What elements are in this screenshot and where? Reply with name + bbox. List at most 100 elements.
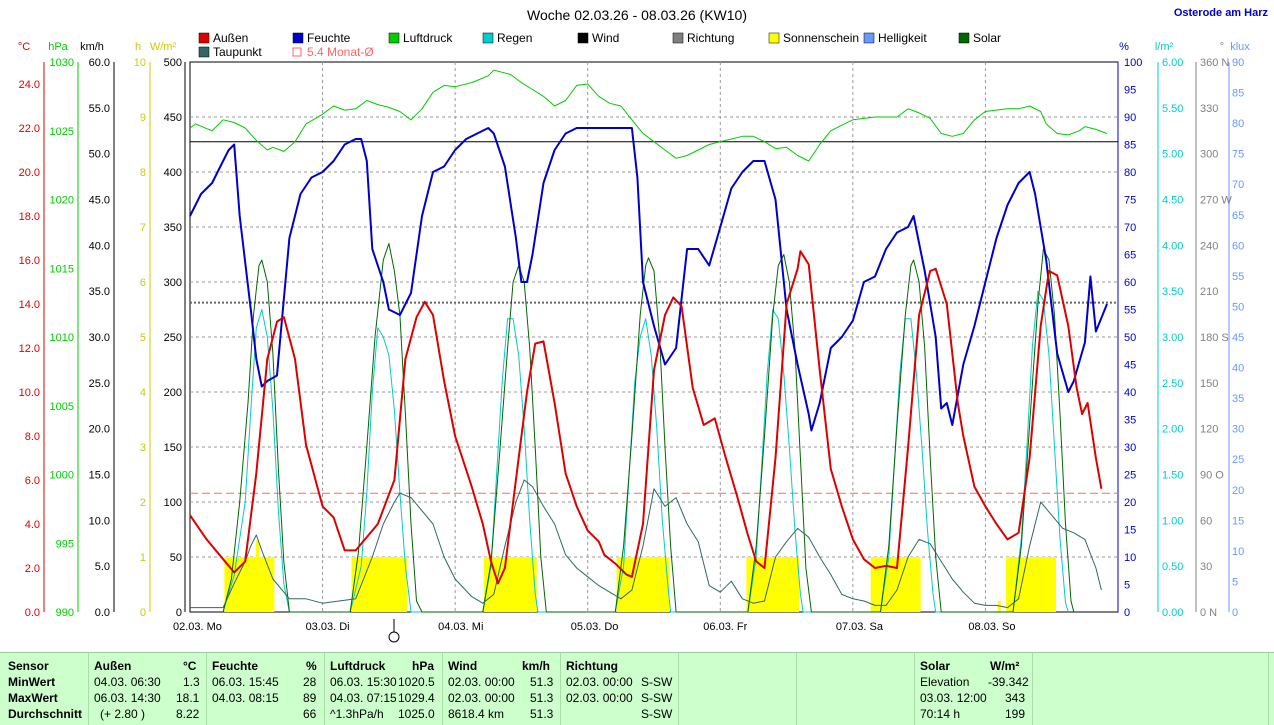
solar-elevation-label: Elevation xyxy=(920,675,970,689)
wind-max-time: 02.03. 00:00 xyxy=(448,691,515,705)
wind-tick-label: 35.0 xyxy=(89,286,110,298)
legend-label: Feuchte xyxy=(307,31,351,45)
sunshine-bar xyxy=(776,557,780,612)
day-label: 02.03. Mo xyxy=(173,621,222,633)
legend-label: Luftdruck xyxy=(403,31,453,45)
sensor-header: Sensor xyxy=(8,659,49,673)
axis-unit-left: °C xyxy=(18,41,30,53)
sunshine-bar xyxy=(751,557,755,612)
temp-tick-label: 14.0 xyxy=(19,299,40,311)
humidity-tick-label: 50 xyxy=(1124,332,1136,344)
feuchte-max-value: 89 xyxy=(303,691,317,705)
aussen-avg-diff: (+ 2.80 ) xyxy=(100,707,146,721)
weather-chart: Woche 02.03.26 - 08.03.26 (KW10) Osterode… xyxy=(18,7,1269,643)
direction-tick-label: 300 xyxy=(1200,149,1218,161)
humidity-tick-label: 35 xyxy=(1124,415,1136,427)
sunshine-bar xyxy=(528,557,532,612)
sunshine-bar xyxy=(252,557,256,612)
solar-tick-label: 300 xyxy=(164,277,182,289)
sunshine-bar xyxy=(1044,557,1048,612)
lux-tick-label: 45 xyxy=(1232,332,1244,344)
humidity-tick-label: 30 xyxy=(1124,442,1136,454)
sunshine-bar xyxy=(663,557,667,612)
solar-tick-label: 50 xyxy=(170,552,182,564)
legend-label: 5.4 Monat-Ø xyxy=(307,45,374,59)
sunshine-bar xyxy=(876,557,880,612)
axis-unit-left: h xyxy=(135,41,141,53)
temp-tick-label: 18.0 xyxy=(19,211,40,223)
sunshine-bar xyxy=(774,557,778,612)
sunshine-bar xyxy=(1047,557,1051,612)
solar-tick-label: 450 xyxy=(164,112,182,124)
sunshine-bar xyxy=(403,557,407,612)
axis-unit-right: klux xyxy=(1230,41,1250,53)
sunshine-bar xyxy=(514,557,518,612)
aussen-header: Außen xyxy=(94,659,132,673)
feuchte-unit: % xyxy=(306,659,317,673)
lux-tick-label: 90 xyxy=(1232,57,1244,69)
sunshine-bar xyxy=(224,557,228,612)
humidity-tick-label: 40 xyxy=(1124,387,1136,399)
richtung-min-time: 02.03. 00:00 xyxy=(566,675,633,689)
sunshine-bar xyxy=(1017,557,1021,612)
sunshine-bar xyxy=(511,557,515,612)
direction-tick-label: 120 xyxy=(1200,424,1218,436)
lux-tick-label: 75 xyxy=(1232,149,1244,161)
sunshine-bar xyxy=(754,557,758,612)
sunshine-bar xyxy=(1039,557,1043,612)
lux-tick-label: 15 xyxy=(1232,515,1244,527)
sunshine-bar xyxy=(1028,557,1032,612)
aussen-unit: °C xyxy=(183,659,197,673)
sunshine-bar xyxy=(351,557,355,612)
richtung-max-value: S-SW xyxy=(641,691,673,705)
sunshine-bar xyxy=(898,557,902,612)
sunhours-tick-label: 9 xyxy=(140,112,146,124)
rain-tick-label: 2.50 xyxy=(1162,378,1183,390)
sunshine-bar xyxy=(257,557,261,612)
station-name: Osterode am Harz xyxy=(1174,7,1269,19)
sunshine-bar xyxy=(522,557,526,612)
humidity-tick-label: 10 xyxy=(1124,552,1136,564)
humidity-tick-label: 45 xyxy=(1124,360,1136,372)
direction-tick-label: 90 O xyxy=(1200,470,1224,482)
sunshine-bar xyxy=(887,557,891,612)
sunshine-bar xyxy=(1052,557,1056,612)
humidity-tick-label: 60 xyxy=(1124,277,1136,289)
sunshine-bar xyxy=(658,557,662,612)
legend-swatch xyxy=(577,32,589,44)
sunshine-bar xyxy=(500,557,504,612)
solar-header: Solar xyxy=(920,659,951,673)
aussen-max-time: 06.03. 14:30 xyxy=(94,691,161,705)
humidity-line xyxy=(189,127,1108,432)
feuchte-max-time: 04.03. 08:15 xyxy=(212,691,279,705)
sunshine-bar xyxy=(530,557,534,612)
sunshine-bar xyxy=(376,557,380,612)
legend-swatch xyxy=(198,32,210,44)
lux-tick-label: 80 xyxy=(1232,118,1244,130)
sunshine-bar xyxy=(235,557,239,612)
sunhours-tick-label: 2 xyxy=(140,497,146,509)
sunshine-bar xyxy=(873,557,877,612)
sunshine-bar xyxy=(765,557,769,612)
sunshine-bar xyxy=(354,557,358,612)
sunshine-bar xyxy=(779,557,783,612)
sunshine-bar xyxy=(484,557,488,612)
pressure-tick-label: 1030 xyxy=(50,57,74,69)
lux-tick-label: 25 xyxy=(1232,454,1244,466)
sunshine-bar xyxy=(533,557,537,612)
lux-tick-label: 30 xyxy=(1232,424,1244,436)
sunshine-bar xyxy=(624,557,628,612)
legend-swatch xyxy=(958,32,970,44)
direction-tick-label: 330 xyxy=(1200,103,1218,115)
legend-swatch xyxy=(388,32,400,44)
sunshine-bar xyxy=(914,557,918,612)
legend-swatch xyxy=(863,32,875,44)
solar-tick-label: 500 xyxy=(164,57,182,69)
lux-tick-label: 50 xyxy=(1232,301,1244,313)
sunshine-bar xyxy=(1008,557,1012,612)
humidity-tick-label: 70 xyxy=(1124,222,1136,234)
sunshine-bar xyxy=(895,557,899,612)
richtung-min-value: S-SW xyxy=(641,675,673,689)
legend-label: Regen xyxy=(497,31,532,45)
sunhours-tick-label: 1 xyxy=(140,552,146,564)
